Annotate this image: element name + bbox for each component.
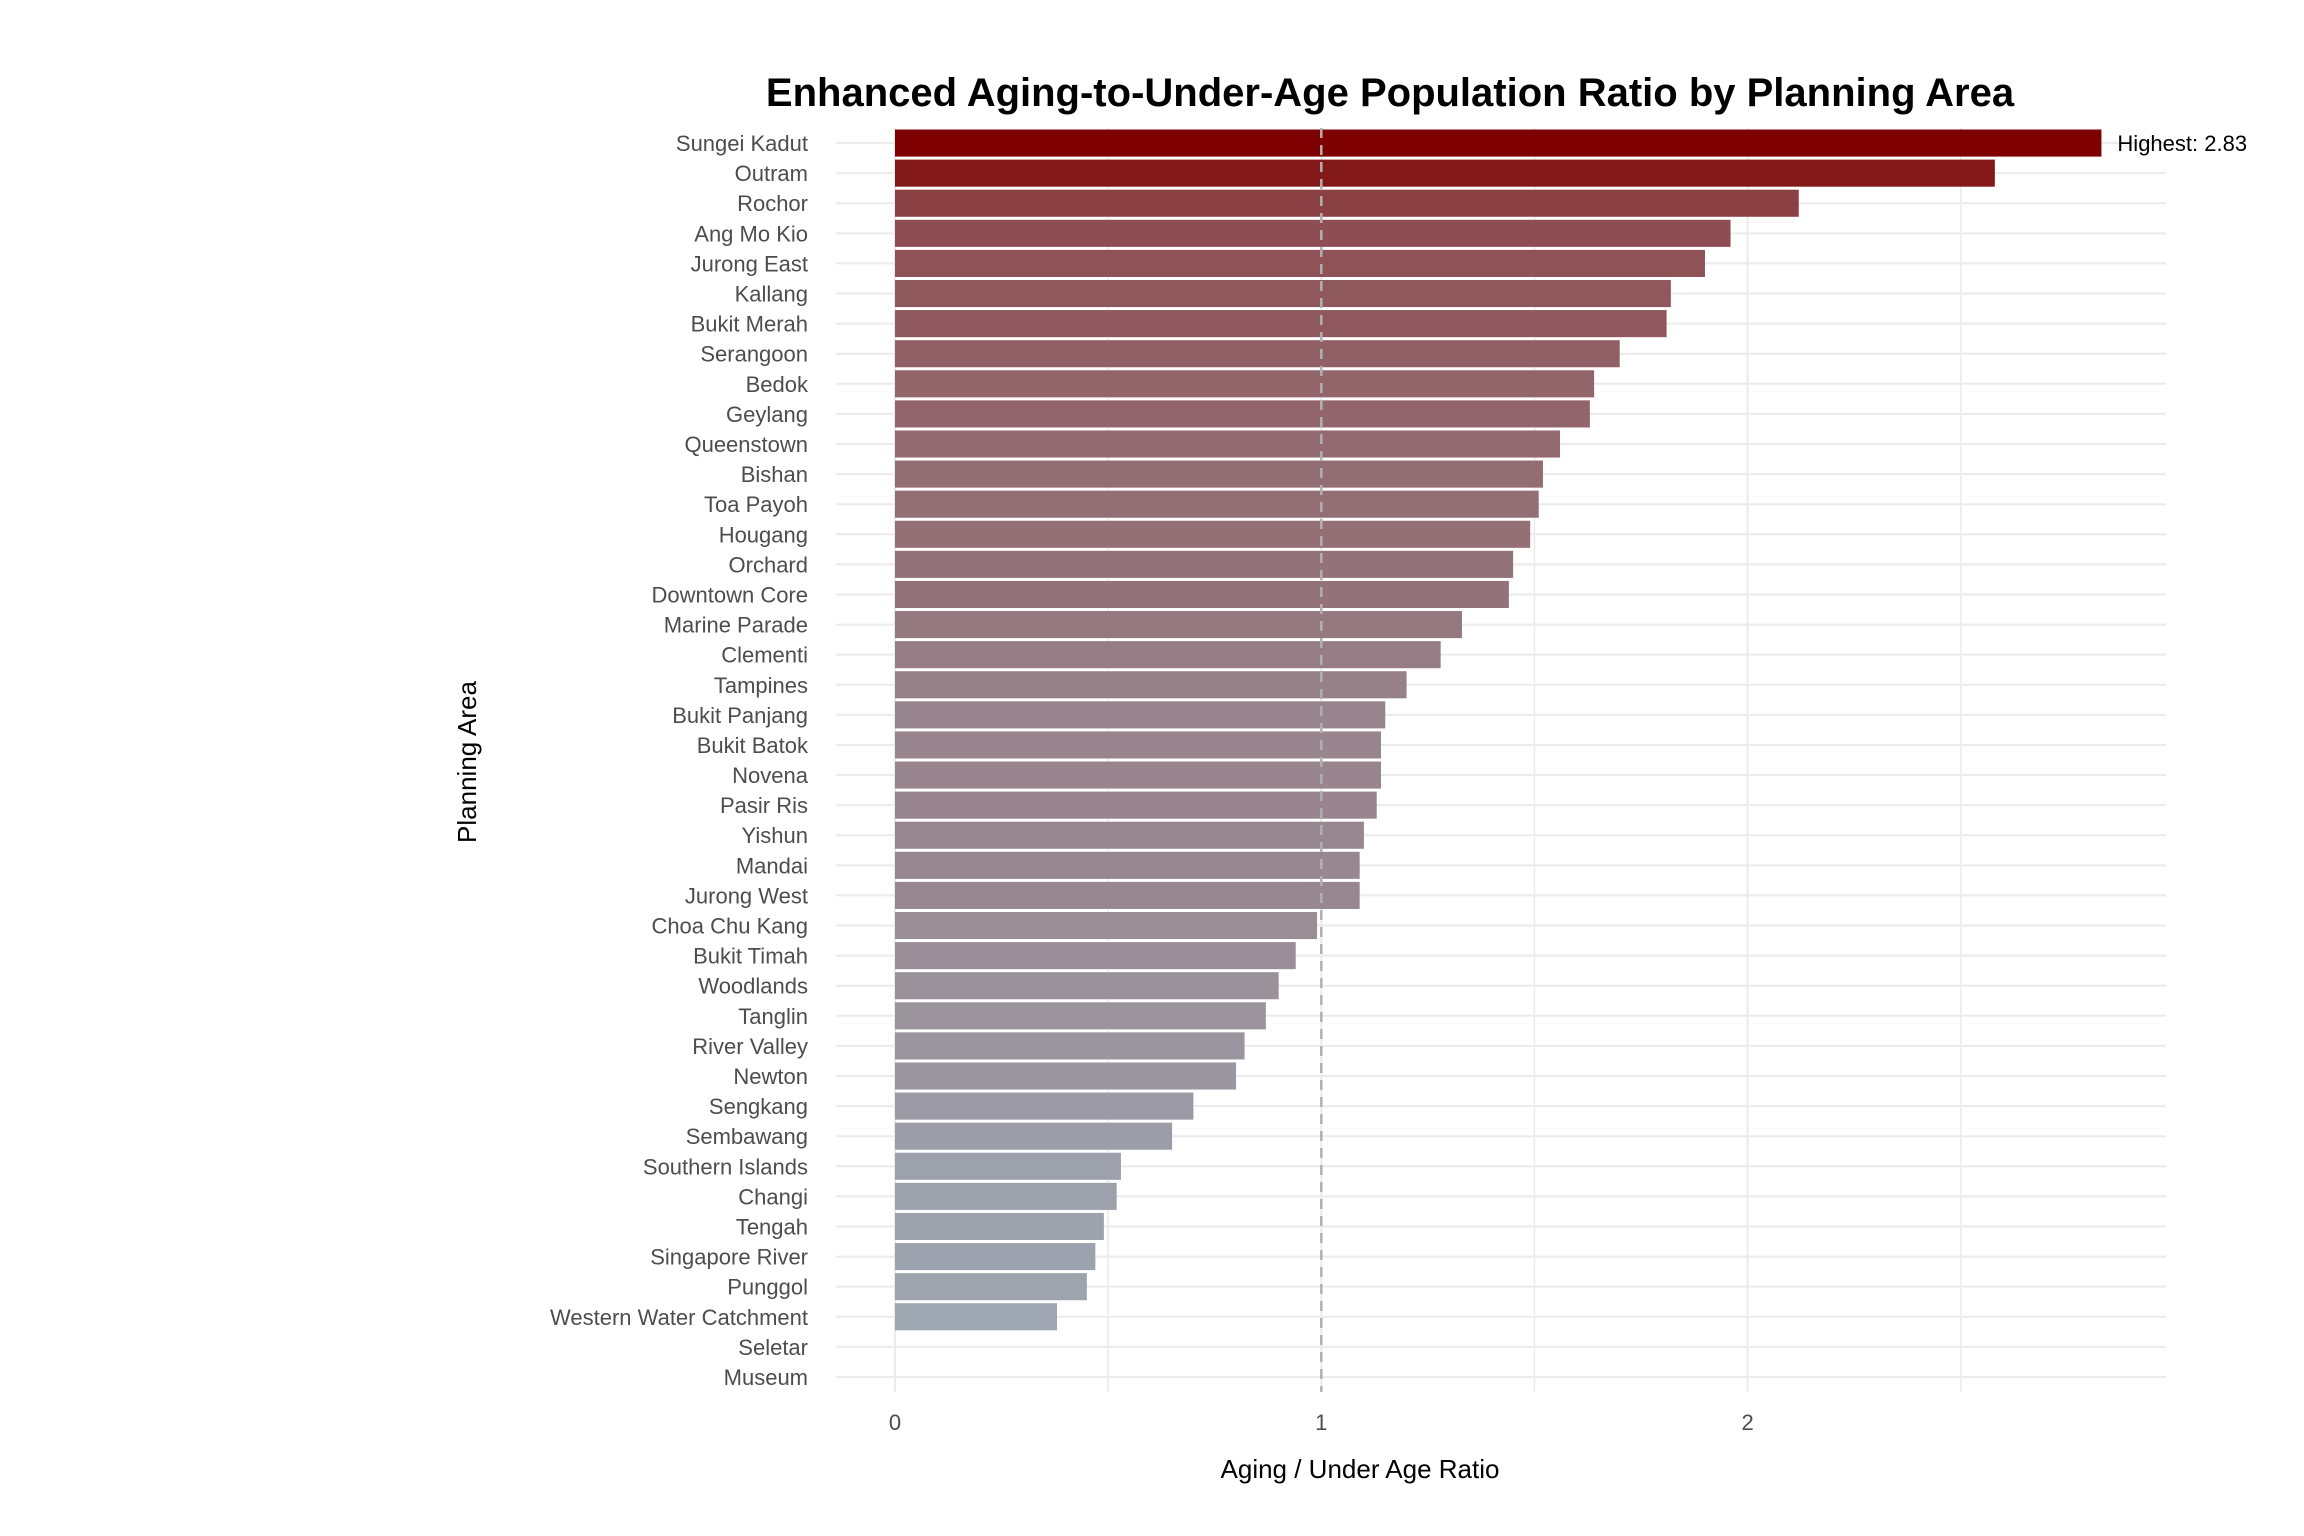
x-tick-label: 0 <box>889 1410 901 1435</box>
category-label: Orchard <box>729 552 808 577</box>
highest-annotation: Highest: 2.83 <box>2117 131 2247 156</box>
bar <box>895 340 1620 368</box>
bar <box>895 400 1590 428</box>
category-label: Bukit Panjang <box>672 703 808 728</box>
bar <box>895 1002 1266 1030</box>
bar <box>895 972 1279 1000</box>
category-label: Bishan <box>741 462 808 487</box>
bar <box>895 580 1509 609</box>
category-label: Sengkang <box>709 1094 808 1119</box>
bar <box>895 1122 1173 1150</box>
x-axis-title: Aging / Under Age Ratio <box>1221 1454 1500 1484</box>
bar <box>895 671 1407 699</box>
category-label: Tanglin <box>738 1004 808 1029</box>
category-label: Bukit Timah <box>693 944 808 969</box>
category-label: Serangoon <box>700 342 808 367</box>
bar <box>895 1062 1237 1090</box>
bar <box>895 851 1360 879</box>
y-axis-title: Planning Area <box>452 681 482 843</box>
category-label: Pasir Ris <box>720 793 808 818</box>
category-label: Punggol <box>727 1275 808 1300</box>
chart-title: Enhanced Aging-to-Under-Age Population R… <box>766 71 2015 115</box>
bar <box>895 881 1360 909</box>
category-label: Outram <box>735 161 808 186</box>
bar <box>895 731 1381 759</box>
bar-layer <box>895 129 2102 1331</box>
bar <box>895 460 1543 488</box>
category-label: Jurong East <box>691 251 808 276</box>
x-tick-label: 2 <box>1741 1410 1753 1435</box>
x-tick-label: 1 <box>1315 1410 1327 1435</box>
bar <box>895 279 1671 308</box>
category-label: River Valley <box>692 1034 808 1059</box>
bar <box>895 490 1539 518</box>
category-label: Museum <box>724 1365 808 1390</box>
category-label: Marine Parade <box>664 613 808 638</box>
bar <box>895 1303 1057 1331</box>
bar <box>895 1152 1121 1180</box>
category-label: Tampines <box>714 673 808 698</box>
category-label: Bedok <box>746 372 809 397</box>
bar <box>895 1243 1096 1271</box>
bar <box>895 370 1595 398</box>
bar <box>895 761 1381 789</box>
category-label: Singapore River <box>650 1245 808 1270</box>
bar <box>895 189 1799 217</box>
category-label: Woodlands <box>698 974 808 999</box>
bar <box>895 701 1386 729</box>
category-label: Sembawang <box>686 1124 808 1149</box>
bar <box>895 1182 1117 1210</box>
category-label: Ang Mo Kio <box>694 221 808 246</box>
bar <box>895 641 1441 669</box>
bar <box>895 430 1561 458</box>
category-label: Changi <box>738 1184 808 1209</box>
bar <box>895 911 1318 940</box>
category-label: Toa Payoh <box>704 492 808 517</box>
bar <box>895 129 2102 157</box>
category-label: Bukit Merah <box>691 312 808 337</box>
bar <box>895 249 1705 277</box>
category-label: Seletar <box>738 1335 808 1360</box>
bar <box>895 310 1667 338</box>
category-label: Sungei Kadut <box>676 131 808 156</box>
bar <box>895 942 1296 970</box>
bar <box>895 219 1731 247</box>
bar <box>895 611 1462 639</box>
category-label: Jurong West <box>685 883 808 908</box>
category-label: Geylang <box>726 402 808 427</box>
bar <box>895 1032 1245 1060</box>
bar <box>895 550 1514 578</box>
category-label: Yishun <box>742 823 808 848</box>
category-label: Hougang <box>719 522 808 547</box>
x-tick-layer: 0 1 2 <box>889 1410 1754 1435</box>
bar <box>895 1212 1104 1241</box>
category-label: Mandai <box>736 853 808 878</box>
category-label: Choa Chu Kang <box>651 914 808 939</box>
category-label: Southern Islands <box>643 1154 808 1179</box>
bar <box>895 520 1531 548</box>
category-label: Bukit Batok <box>697 733 809 758</box>
category-label-layer: Sungei Kadut Outram Rochor Ang Mo Kio Jurong… <box>550 131 809 1390</box>
bar <box>895 1273 1087 1301</box>
bar <box>895 159 1995 187</box>
category-label: Rochor <box>737 191 808 216</box>
category-label: Downtown Core <box>651 582 808 607</box>
category-label: Kallang <box>735 282 808 307</box>
category-label: Newton <box>733 1064 808 1089</box>
category-label: Queenstown <box>684 432 808 457</box>
bar <box>895 791 1377 819</box>
category-label: Novena <box>732 763 809 788</box>
category-label: Tengah <box>736 1214 808 1239</box>
bar <box>895 821 1364 849</box>
bar <box>895 1092 1194 1120</box>
category-label: Western Water Catchment <box>550 1305 808 1330</box>
category-label: Clementi <box>721 643 808 668</box>
